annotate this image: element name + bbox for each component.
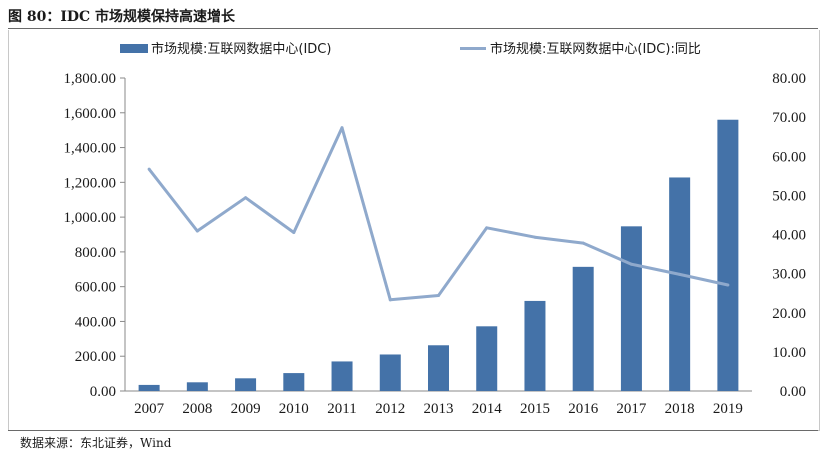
bar-2014	[476, 326, 498, 391]
yoy-point-2016	[581, 241, 585, 245]
right-tick-label: 30.00	[772, 267, 806, 283]
x-tick-label: 2008	[182, 401, 212, 417]
left-tick-label: 1,400.00	[64, 141, 117, 157]
bar-2010	[283, 373, 305, 391]
x-tick-label: 2012	[375, 401, 405, 417]
bar-2008	[186, 382, 208, 391]
legend: 市场规模:互联网数据中心(IDC) 市场规模:互联网数据中心(IDC):同比	[120, 41, 701, 57]
axes: 0.00 200.00 400.00 600.00 800.00 1,000.00 1,20…	[64, 71, 807, 417]
yoy-point-2008	[195, 229, 199, 233]
yoy-point-2017	[629, 262, 633, 266]
bar-2019	[717, 119, 739, 391]
yoy-point-2009	[244, 196, 248, 200]
bar-2007	[138, 384, 160, 391]
left-tick-label: 1,800.00	[64, 71, 117, 87]
yoy-point-2007	[147, 167, 151, 171]
left-tick-label: 0.00	[90, 384, 116, 400]
bar-2016	[572, 266, 594, 391]
legend-bar-swatch	[120, 44, 148, 53]
source-note: 数据来源：东北证券，Wind	[20, 436, 172, 450]
bar-2012	[379, 354, 401, 391]
figure-title: 图 80：IDC 市场规模保持高速增长	[8, 9, 236, 25]
title-rule	[8, 28, 818, 29]
right-tick-label: 50.00	[772, 188, 806, 204]
bar-2015	[524, 300, 546, 391]
bar-2013	[428, 345, 449, 391]
right-tick-label: 20.00	[772, 306, 806, 322]
bar-2009	[235, 378, 257, 391]
x-tick-label: 2011	[327, 401, 356, 417]
x-tick-label: 2013	[424, 401, 454, 417]
bar-2017	[620, 226, 642, 391]
x-tick-label: 2009	[231, 401, 261, 417]
yoy-point-2015	[533, 235, 537, 239]
yoy-point-2014	[485, 226, 489, 230]
left-tick-label: 800.00	[75, 245, 116, 261]
bar-2011	[331, 361, 353, 391]
right-tick-label: 0.00	[780, 384, 806, 400]
x-tick-label: 2019	[713, 401, 743, 417]
x-tick-label: 2010	[279, 401, 309, 417]
x-tick-label: 2007	[134, 401, 165, 417]
x-tick-label: 2017	[616, 401, 647, 417]
left-tick-label: 400.00	[75, 314, 116, 330]
yoy-point-2018	[678, 272, 682, 276]
legend-label-bar: 市场规模:互联网数据中心(IDC)	[151, 41, 331, 57]
bar-2018	[669, 177, 691, 391]
x-tick-label: 2016	[568, 401, 599, 417]
yoy-point-2012	[388, 298, 392, 302]
legend-label-line: 市场规模:互联网数据中心(IDC):同比	[490, 41, 701, 57]
left-tick-label: 1,000.00	[64, 210, 117, 226]
x-tick-label: 2014	[472, 401, 503, 417]
yoy-point-2011	[340, 126, 344, 130]
right-tick-label: 70.00	[772, 110, 806, 126]
source-rule	[8, 430, 818, 431]
left-tick-label: 1,200.00	[64, 175, 117, 191]
left-tick-label: 600.00	[75, 280, 116, 296]
right-tick-label: 60.00	[772, 149, 806, 165]
yoy-point-2019	[726, 283, 730, 287]
x-tick-label: 2018	[665, 401, 695, 417]
right-tick-label: 10.00	[772, 345, 806, 361]
x-tick-label: 2015	[520, 401, 550, 417]
bar-series	[138, 119, 739, 391]
right-tick-label: 80.00	[772, 71, 806, 87]
right-tick-label: 40.00	[772, 228, 806, 244]
left-tick-label: 200.00	[75, 349, 116, 365]
line-series	[147, 126, 730, 302]
yoy-point-2010	[292, 231, 296, 235]
yoy-point-2013	[437, 294, 440, 298]
left-tick-label: 1,600.00	[64, 106, 117, 122]
